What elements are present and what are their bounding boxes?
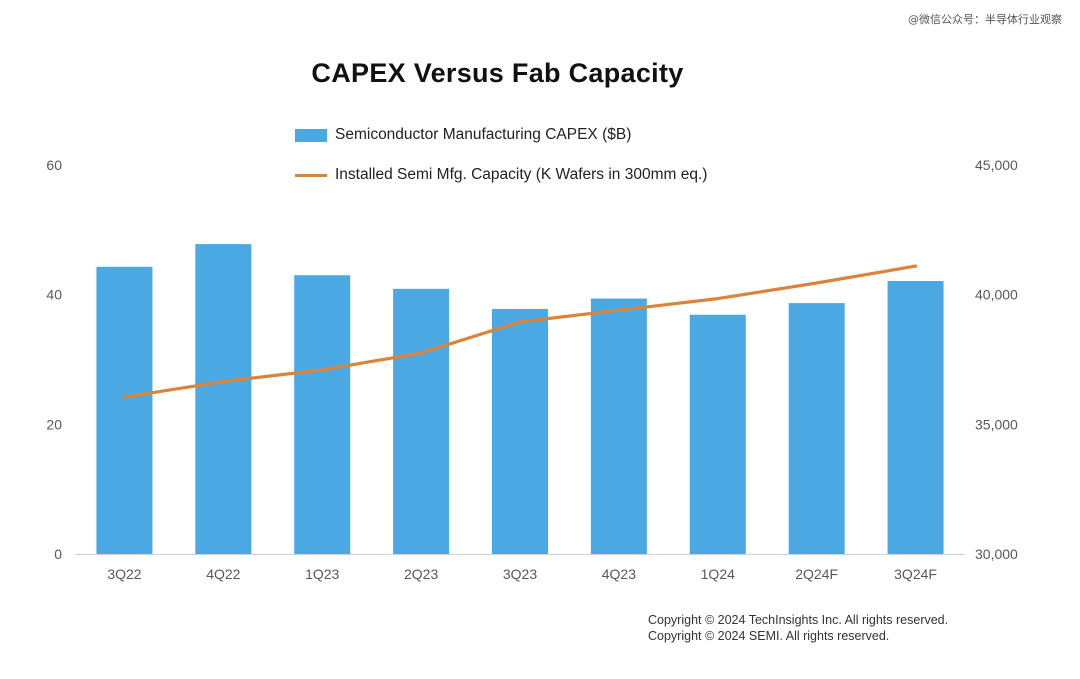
- bar-capex: [393, 288, 450, 554]
- legend-label-capex: Semiconductor Manufacturing CAPEX ($B): [335, 126, 632, 143]
- y-right-tick-label: 40,000: [975, 287, 1018, 303]
- bar-capex: [96, 266, 153, 554]
- x-tick-label: 3Q24F: [894, 566, 937, 582]
- y-left-tick-label: 40: [46, 287, 62, 303]
- bar-capex: [788, 303, 845, 554]
- x-tick-label: 2Q24F: [795, 566, 838, 582]
- legend-label-capacity: Installed Semi Mfg. Capacity (K Wafers i…: [335, 166, 708, 183]
- line-capacity: [122, 264, 918, 399]
- legend-item-capex: Semiconductor Manufacturing CAPEX ($B): [295, 126, 631, 144]
- x-tick-label: 4Q23: [602, 566, 636, 582]
- bar-capex: [294, 275, 351, 554]
- y-right-tick-label: 30,000: [975, 546, 1018, 562]
- x-tick-label: 4Q22: [206, 566, 240, 582]
- copyright-block: Copyright © 2024 TechInsights Inc. All r…: [648, 612, 948, 644]
- y-left-tick-label: 60: [46, 157, 62, 173]
- x-tick-label: 3Q22: [107, 566, 141, 582]
- x-tick-label: 1Q24: [701, 566, 735, 582]
- bar-capex: [195, 244, 252, 554]
- y-left-tick-label: 20: [46, 416, 62, 432]
- y-right-tick-label: 45,000: [975, 157, 1018, 173]
- bar-capex: [887, 281, 944, 554]
- bar-capex: [590, 298, 647, 554]
- bar-capex: [492, 308, 548, 554]
- chart-title: CAPEX Versus Fab Capacity: [311, 58, 684, 88]
- y-left-tick-label: 0: [54, 546, 62, 562]
- y-right-tick-label: 35,000: [975, 416, 1018, 432]
- x-tick-label: 1Q23: [305, 566, 339, 582]
- bar-capex: [689, 314, 746, 554]
- legend-swatch-capacity: [295, 173, 327, 177]
- copyright-line: Copyright © 2024 SEMI. All rights reserv…: [648, 629, 890, 643]
- watermark: @微信公众号：半导体行业观察: [908, 13, 1062, 26]
- x-tick-label: 2Q23: [404, 566, 438, 582]
- x-tick-label: 3Q23: [503, 566, 537, 582]
- copyright-line: Copyright © 2024 TechInsights Inc. All r…: [648, 613, 949, 627]
- legend-swatch-capex: [295, 128, 327, 142]
- legend-item-capacity: Installed Semi Mfg. Capacity (K Wafers i…: [295, 166, 707, 184]
